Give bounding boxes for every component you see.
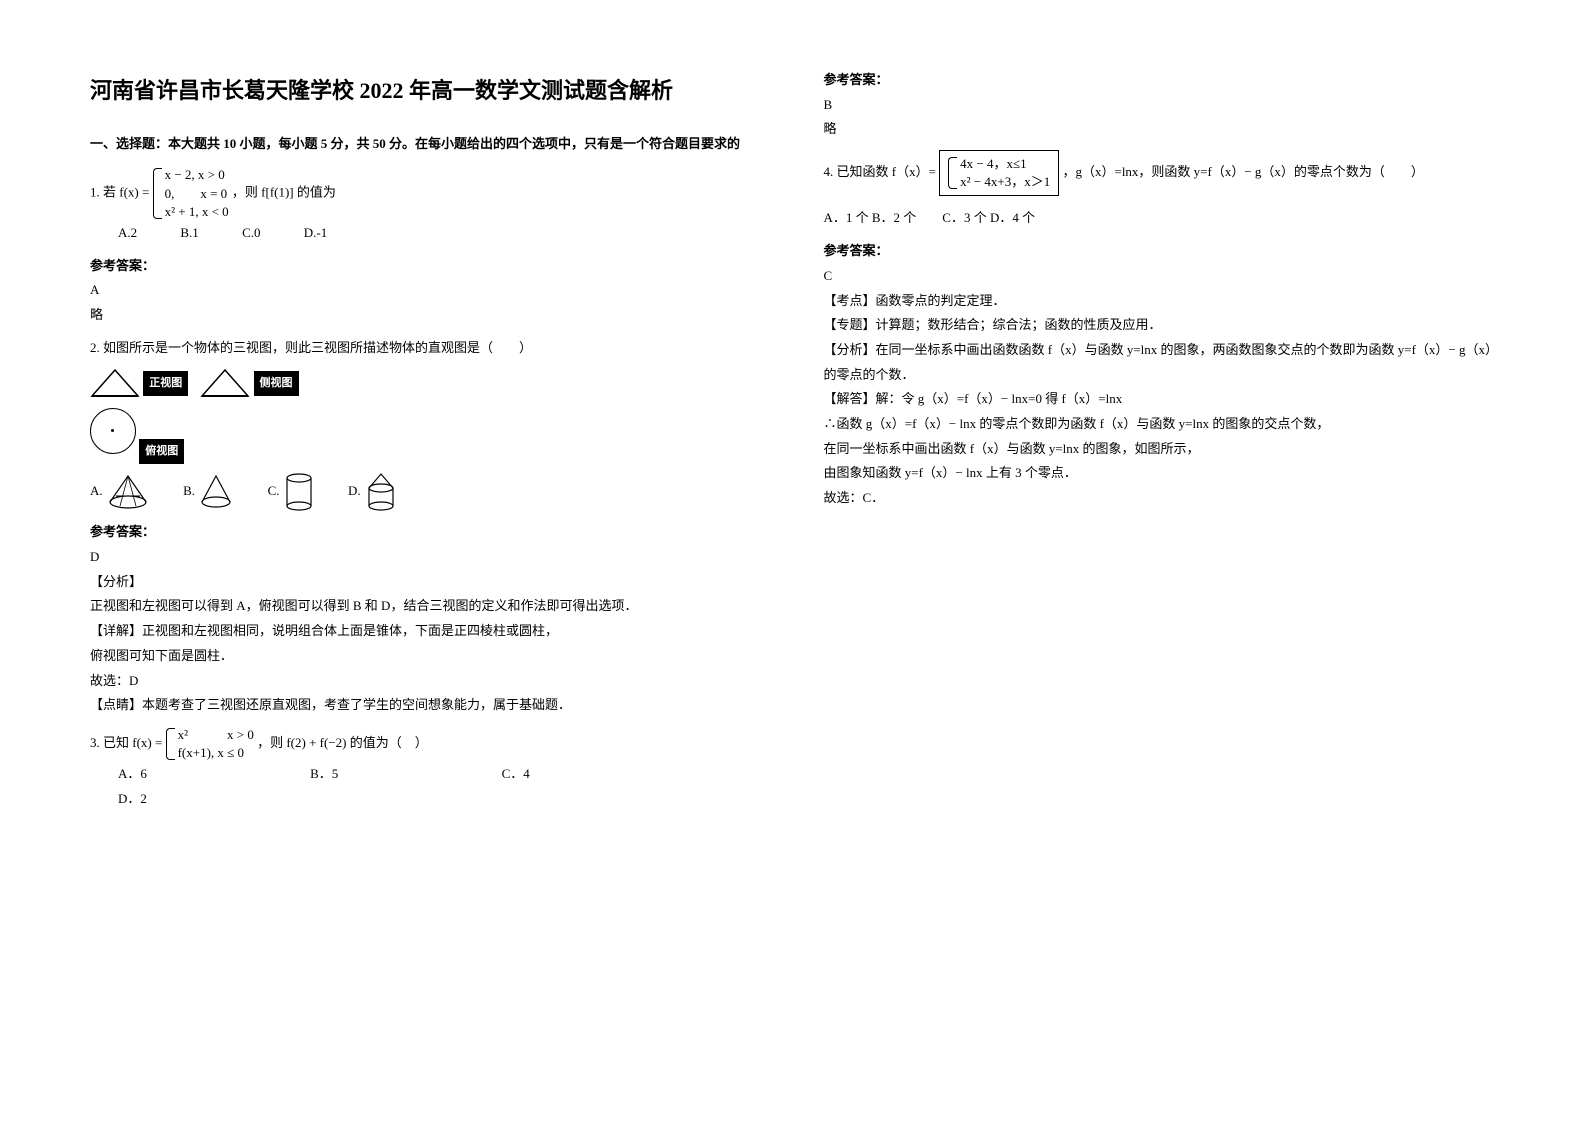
q4-num: 4. 已知函数 f（x）= [824,164,936,179]
answer-4-jd4: 由图象知函数 y=f（x）− lnx 上有 3 个零点． [824,461,1498,486]
q1-opt-d: D.-1 [304,225,327,240]
cone-prism-icon [106,474,150,510]
right-column: 参考答案： B 略 4. 已知函数 f（x）= 4x − 4，x≤1 x² − … [824,60,1498,820]
front-side-row: 正视图 侧视图 [90,368,764,398]
ref-answer-label-4: 参考答案： [824,239,1498,264]
answer-4-fenxi: 【分析】在同一坐标系中画出函数函数 f（x）与函数 y=lnx 的图象，两函数图… [824,338,1498,387]
q3-piecewise: x² x > 0 f(x+1), x ≤ 0 [166,726,254,762]
q1-piece3: x² + 1, x < 0 [165,203,229,221]
cone-icon [198,474,234,510]
q2-opt-a-label: A. [90,483,103,498]
answer-4-jd1: 解：令 g（x）=f（x）− lnx=0 得 f（x）=lnx [876,391,1123,406]
answer-4-kaodian: 【考点】函数零点的判定定理． [824,289,1498,314]
q1-piecewise: x − 2, x > 0 0, x = 0 x² + 1, x < 0 [153,166,229,221]
answer-2-detail2: 俯视图可知下面是圆柱． [90,644,764,669]
answer-2-select: 故选：D [90,669,764,694]
answer-2-analysis: 正视图和左视图可以得到 A，俯视图可以得到 B 和 D，结合三视图的定义和作法即… [90,594,764,619]
q1-opt-b: B.1 [180,225,198,240]
question-3: 3. 已知 f(x) = x² x > 0 f(x+1), x ≤ 0 ，则 f… [90,726,764,812]
answer-3: B [824,93,1498,118]
q1-opt-a: A.2 [118,225,137,240]
q2-opt-c-label: C. [268,483,280,498]
answer-2-detail-label: 【详解】 [90,623,142,638]
triangle-icon [200,368,250,398]
q1-after: ，则 f[f(1)] 的值为 [232,185,336,200]
answer-4-jieda: 【解答】解：令 g（x）=f（x）− lnx=0 得 f（x）=lnx [824,387,1498,412]
top-label: 俯视图 [139,439,184,464]
q3-opt-d: D．2 [118,791,147,806]
q2-opt-b-label: B. [183,483,195,498]
q4-options: A．1 个 B．2 个 C．3 个 D．4 个 [824,206,1498,231]
ref-answer-label-2: 参考答案： [90,520,764,545]
question-2: 2. 如图所示是一个物体的三视图，则此三视图所描述物体的直观图是（ ） 正视图 [90,336,764,513]
answer-2-detail1: 正视图和左视图相同，说明组合体上面是锥体，下面是正四棱柱或圆柱， [142,623,558,638]
q3-opt-c: C．4 [502,766,530,781]
page: 河南省许昌市长葛天隆学校 2022 年高一数学文测试题含解析 一、选择题：本大题… [0,0,1587,880]
answer-4-jd2: ∴函数 g（x）=f（x）− lnx 的零点个数即为函数 f（x）与函数 y=l… [824,412,1498,437]
q1-func: f(x) = x − 2, x > 0 0, x = 0 x² + 1, x <… [119,166,228,221]
ref-answer-label-3: 参考答案： [824,68,1498,93]
q2-opt-b: B. [183,474,234,510]
q1-num: 1. 若 [90,185,116,200]
q4-after: ，g（x）=lnx，则函数 y=f（x）− g（x）的零点个数为（ ） [1062,164,1423,179]
top-view: 俯视图 [90,408,764,464]
answer-3-note: 略 [824,117,1498,142]
answer-2-dianjing: 【点睛】本题考查了三视图还原直观图，考查了学生的空间想象能力，属于基础题． [90,693,764,718]
answer-1: A [90,278,764,303]
q1-opt-c: C.0 [242,225,260,240]
q2-opt-a: A. [90,474,150,510]
answer-4: C [824,264,1498,289]
q3-opt-a: A．6 [118,766,147,781]
answer-2-detail: 【详解】正视图和左视图相同，说明组合体上面是锥体，下面是正四棱柱或圆柱， [90,619,764,644]
answer-2: D [90,545,764,570]
q4-piece1: 4x − 4，x≤1 [960,155,1050,173]
answer-4-jd-label: 【解答】 [824,391,876,406]
q1-options: A.2 B.1 C.0 D.-1 [118,221,764,246]
answer-2-analysis-text: 正视图和左视图可以得到 A，俯视图可以得到 B 和 D，结合三视图的定义和作法即… [90,598,637,613]
circle-dot-icon [90,408,136,454]
q3-options: A．6 B．5 C．4 [118,762,764,787]
q3-num: 3. 已知 [90,735,129,750]
question-1: 1. 若 f(x) = x − 2, x > 0 0, x = 0 x² + 1… [90,166,764,245]
front-label: 正视图 [143,371,188,396]
q2-opt-d-label: D. [348,483,361,498]
answer-2-analysis-label: 【分析】 [90,570,764,595]
triangle-icon [90,368,140,398]
q4-piecewise: 4x − 4，x≤1 x² − 4x+3，x＞1 [948,155,1050,191]
question-4: 4. 已知函数 f（x）= 4x − 4，x≤1 x² − 4x+3，x＞1 ，… [824,150,1498,231]
q2-opt-c: C. [268,472,315,512]
q2-options: A. B. C. [90,472,764,512]
q3-func: f(x) = x² x > 0 f(x+1), x ≤ 0 [132,726,254,762]
side-label: 侧视图 [254,371,299,396]
q4-piecewise-box: 4x − 4，x≤1 x² − 4x+3，x＞1 [939,150,1059,196]
q1-piece2: 0, x = 0 [165,185,229,203]
side-view: 侧视图 [200,368,298,398]
q3-piece1: x² x > 0 [178,726,254,744]
q3-after: ，则 f(2) + f(−2) 的值为（ ） [257,735,428,750]
answer-4-jd3: 在同一坐标系中画出函数 f（x）与函数 y=lnx 的图象，如图所示， [824,437,1498,462]
q2-text: 2. 如图所示是一个物体的三视图，则此三视图所描述物体的直观图是（ ） [90,336,764,361]
front-view: 正视图 [90,368,188,398]
q3-piece2: f(x+1), x ≤ 0 [178,744,254,762]
q2-opt-d: D. [348,472,398,512]
q3-options-2: D．2 [118,787,764,812]
answer-1-note: 略 [90,303,764,328]
section-1-heading: 一、选择题：本大题共 10 小题，每小题 5 分，共 50 分。在每小题给出的四… [90,132,764,157]
cone-on-cylinder-icon [364,472,398,512]
doc-title: 河南省许昌市长葛天隆学校 2022 年高一数学文测试题含解析 [90,70,764,112]
q3-opt-b: B．5 [310,766,338,781]
q1-piece1: x − 2, x > 0 [165,166,229,184]
answer-4-zhuanti: 【专题】计算题；数形结合；综合法；函数的性质及应用． [824,313,1498,338]
q4-piece2: x² − 4x+3，x＞1 [960,173,1050,191]
left-column: 河南省许昌市长葛天隆学校 2022 年高一数学文测试题含解析 一、选择题：本大题… [90,60,764,820]
cylinder-icon [283,472,315,512]
ref-answer-label-1: 参考答案： [90,254,764,279]
three-views: 正视图 侧视图 俯视图 [90,368,764,464]
answer-4-jd5: 故选：C． [824,486,1498,511]
